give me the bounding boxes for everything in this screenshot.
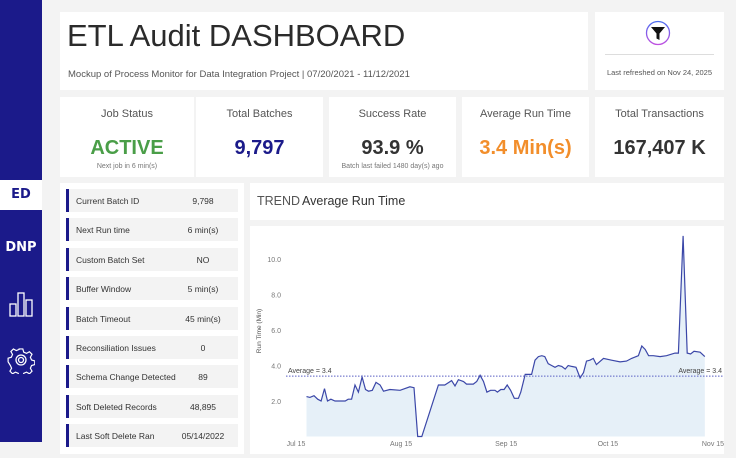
chart-title-prefix: TREND bbox=[257, 194, 300, 208]
nav-settings[interactable] bbox=[0, 346, 42, 376]
detail-key: Last Soft Delete Ran bbox=[76, 431, 154, 441]
detail-value: 89 bbox=[173, 372, 233, 382]
kpi-success-rate: Success Rate 93.9 % Batch last failed 14… bbox=[329, 97, 456, 177]
kpi-total-transactions: Total Transactions 167,407 K bbox=[595, 97, 724, 177]
run-time-chart: Average = 3.4 Average = 3.4 2.0 4.0 6.0 8.0 10… bbox=[250, 226, 724, 454]
nav-dnp[interactable]: DNP bbox=[0, 238, 42, 258]
kpi-label: Total Batches bbox=[196, 108, 323, 120]
detail-key: Custom Batch Set bbox=[76, 255, 145, 265]
y-tick-label: 2.0 bbox=[271, 399, 281, 406]
detail-value: NO bbox=[173, 255, 233, 265]
detail-row: Buffer Window 5 min(s) bbox=[66, 277, 238, 300]
filter-icon[interactable] bbox=[645, 20, 671, 46]
nav-ed[interactable]: ED bbox=[0, 180, 42, 210]
kpi-average-run-time: Average Run Time 3.4 Min(s) bbox=[462, 97, 589, 177]
detail-key: Current Batch ID bbox=[76, 196, 139, 206]
y-tick-label: 4.0 bbox=[271, 364, 281, 371]
detail-row: Soft Deleted Records 48,895 bbox=[66, 395, 238, 418]
detail-value: 5 min(s) bbox=[173, 284, 233, 294]
x-tick-label: Sep 15 bbox=[495, 441, 517, 448]
kpi-total-batches: Total Batches 9,797 bbox=[196, 97, 323, 177]
gear-icon bbox=[7, 346, 35, 374]
detail-key: Buffer Window bbox=[76, 284, 131, 294]
kpi-subtext: Next job in 6 min(s) bbox=[60, 163, 194, 170]
last-refreshed-text: Last refreshed on Nov 24, 2025 bbox=[595, 68, 724, 77]
detail-value: 48,895 bbox=[173, 402, 233, 412]
detail-value: 6 min(s) bbox=[173, 225, 233, 235]
detail-key: Soft Deleted Records bbox=[76, 402, 157, 412]
kpi-value: 167,407 K bbox=[595, 137, 724, 160]
kpi-value: ACTIVE bbox=[60, 137, 194, 160]
kpi-subtext: Batch last failed 1480 day(s) ago bbox=[329, 163, 456, 170]
detail-value: 45 min(s) bbox=[173, 314, 233, 324]
sidebar: ED DNP bbox=[0, 0, 42, 442]
kpi-label: Job Status bbox=[60, 108, 194, 120]
detail-row: Batch Timeout 45 min(s) bbox=[66, 307, 238, 330]
x-tick-label: Jul 15 bbox=[287, 441, 306, 448]
kpi-value: 9,797 bbox=[196, 137, 323, 160]
detail-key: Batch Timeout bbox=[76, 314, 130, 324]
chart-panel: Average = 3.4 Average = 3.4 2.0 4.0 6.0 8.0 10… bbox=[250, 226, 724, 454]
kpi-label: Success Rate bbox=[329, 108, 456, 120]
y-tick-label: 10.0 bbox=[267, 257, 281, 264]
bar-chart-icon bbox=[8, 290, 34, 318]
detail-row: Reconsiliation Issues 0 bbox=[66, 336, 238, 359]
detail-key: Reconsiliation Issues bbox=[76, 343, 156, 353]
nav-analytics[interactable] bbox=[0, 290, 42, 320]
y-tick-label: 6.0 bbox=[271, 328, 281, 335]
kpi-value: 3.4 Min(s) bbox=[462, 137, 589, 160]
detail-row: Next Run time 6 min(s) bbox=[66, 218, 238, 241]
detail-row: Custom Batch Set NO bbox=[66, 248, 238, 271]
x-tick-label: Oct 15 bbox=[598, 441, 619, 448]
detail-value: 0 bbox=[173, 343, 233, 353]
kpi-value: 93.9 % bbox=[329, 137, 456, 160]
detail-row: Current Batch ID 9,798 bbox=[66, 189, 238, 212]
detail-key: Schema Change Detected bbox=[76, 372, 176, 382]
detail-value: 9,798 bbox=[173, 196, 233, 206]
chart-title-panel: TREND Average Run Time bbox=[250, 183, 724, 220]
divider bbox=[605, 54, 714, 55]
detail-row: Last Soft Delete Ran 05/14/2022 bbox=[66, 424, 238, 447]
kpi-job-status: Job Status ACTIVE Next job in 6 min(s) bbox=[60, 97, 194, 177]
page-subtitle: Mockup of Process Monitor for Data Integ… bbox=[68, 69, 410, 80]
detail-value: 05/14/2022 bbox=[173, 431, 233, 441]
page-title: ETL Audit DASHBOARD bbox=[67, 18, 405, 54]
x-tick-label: Aug 15 bbox=[390, 441, 412, 448]
detail-key: Next Run time bbox=[76, 225, 130, 235]
kpi-label: Total Transactions bbox=[595, 108, 724, 120]
y-axis-label: Run Time (Min) bbox=[256, 309, 263, 353]
y-tick-label: 8.0 bbox=[271, 293, 281, 300]
refresh-panel: Last refreshed on Nov 24, 2025 bbox=[595, 12, 724, 90]
average-label: Average = 3.4 bbox=[288, 368, 332, 375]
chart-title: Average Run Time bbox=[302, 194, 405, 208]
kpi-label: Average Run Time bbox=[462, 108, 589, 120]
area-fill bbox=[307, 236, 705, 437]
x-tick-label: Nov 15 bbox=[702, 441, 724, 448]
average-label: Average = 3.4 bbox=[678, 368, 722, 375]
